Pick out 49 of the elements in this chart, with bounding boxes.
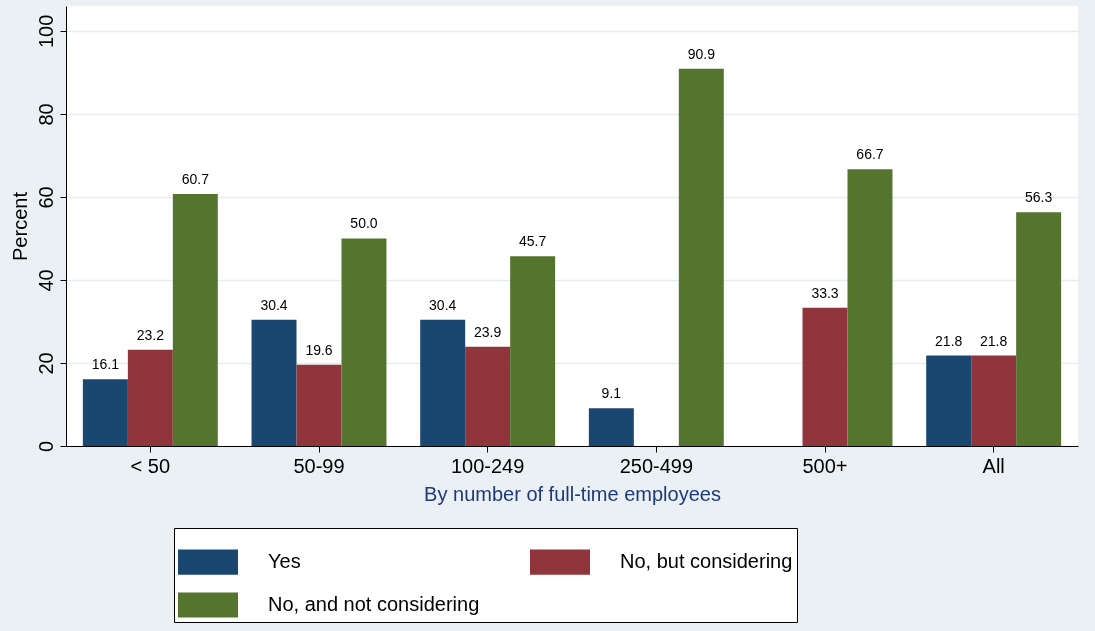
y-tick-label: 40 — [34, 269, 57, 292]
bar — [678, 68, 724, 446]
bar — [172, 194, 218, 446]
data-label: 50.0 — [350, 215, 378, 232]
bar — [847, 169, 893, 446]
bar — [971, 355, 1017, 446]
bar — [926, 355, 972, 446]
legend-label: Yes — [268, 550, 301, 573]
data-label: 23.9 — [474, 323, 502, 340]
bar — [420, 319, 466, 446]
legend-label: No, and not considering — [268, 593, 480, 615]
data-label: 23.2 — [136, 326, 165, 343]
data-label: 45.7 — [519, 233, 547, 250]
data-label: 56.3 — [1025, 189, 1053, 206]
data-label: 66.7 — [856, 146, 884, 163]
data-label: 30.4 — [260, 296, 288, 313]
bar — [82, 379, 128, 446]
y-tick-label: 80 — [34, 103, 57, 126]
bar — [251, 319, 297, 446]
y-axis-title: Percent — [8, 191, 31, 261]
y-tick-label: 60 — [34, 186, 57, 209]
data-label: 19.6 — [305, 341, 333, 358]
data-label: 21.8 — [980, 332, 1008, 349]
y-tick-label: 100 — [34, 14, 57, 49]
bar — [465, 346, 511, 446]
x-tick-label: 50-99 — [293, 454, 345, 477]
x-tick-label: 100-249 — [450, 454, 525, 477]
data-label: 9.1 — [601, 385, 622, 402]
legend-label: No, but considering — [620, 550, 793, 573]
y-tick-label: 0 — [34, 440, 57, 453]
x-tick-label: All — [982, 454, 1005, 477]
data-label: 21.8 — [935, 332, 963, 349]
bar — [802, 307, 848, 446]
data-label: 60.7 — [181, 171, 210, 188]
bar — [341, 238, 387, 446]
x-tick-label: < 50 — [130, 454, 171, 477]
bar — [296, 364, 342, 446]
data-label: 90.9 — [687, 45, 716, 62]
x-tick-label: 500+ — [802, 454, 848, 477]
data-label: 30.4 — [429, 296, 457, 313]
x-tick-label: 250-499 — [619, 454, 694, 477]
x-axis-title: By number of full-time employees — [424, 482, 721, 505]
bar — [127, 349, 173, 446]
bar — [1016, 212, 1062, 446]
data-label: 33.3 — [811, 284, 839, 301]
data-label: 16.1 — [91, 356, 120, 373]
bar — [588, 408, 634, 446]
y-tick-label: 20 — [34, 352, 57, 375]
bar — [510, 256, 556, 446]
